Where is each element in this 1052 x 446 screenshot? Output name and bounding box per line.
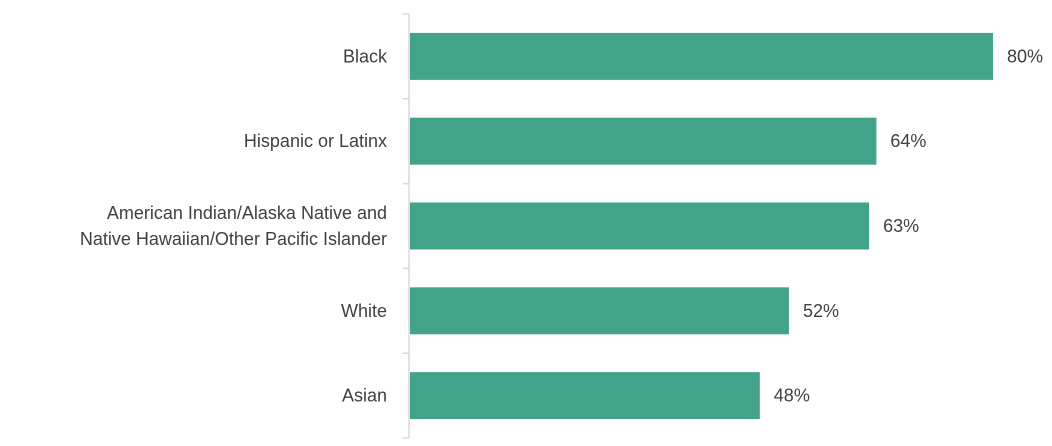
category-label: Hispanic or Latinx [244, 131, 387, 151]
category-label: Native Hawaiian/Other Pacific Islander [80, 229, 387, 249]
bar [410, 32, 993, 80]
value-labels: 80% 64% 63% 52% 48% [774, 46, 1043, 405]
value-label: 48% [774, 386, 810, 406]
category-label: White [341, 301, 387, 321]
category-label: Black [343, 46, 388, 66]
category-labels: Black Hispanic or Latinx American Indian/A… [80, 46, 388, 405]
bar [410, 372, 760, 420]
category-label: American Indian/Alaska Native and [107, 203, 387, 223]
bar [410, 287, 789, 335]
value-label: 64% [890, 131, 926, 151]
category-axis [403, 13, 410, 439]
bar [410, 117, 877, 165]
value-label: 80% [1007, 46, 1043, 66]
value-label: 63% [883, 216, 919, 236]
category-label: Asian [342, 386, 387, 406]
bars [410, 32, 993, 420]
bar [410, 202, 870, 250]
value-label: 52% [803, 301, 839, 321]
